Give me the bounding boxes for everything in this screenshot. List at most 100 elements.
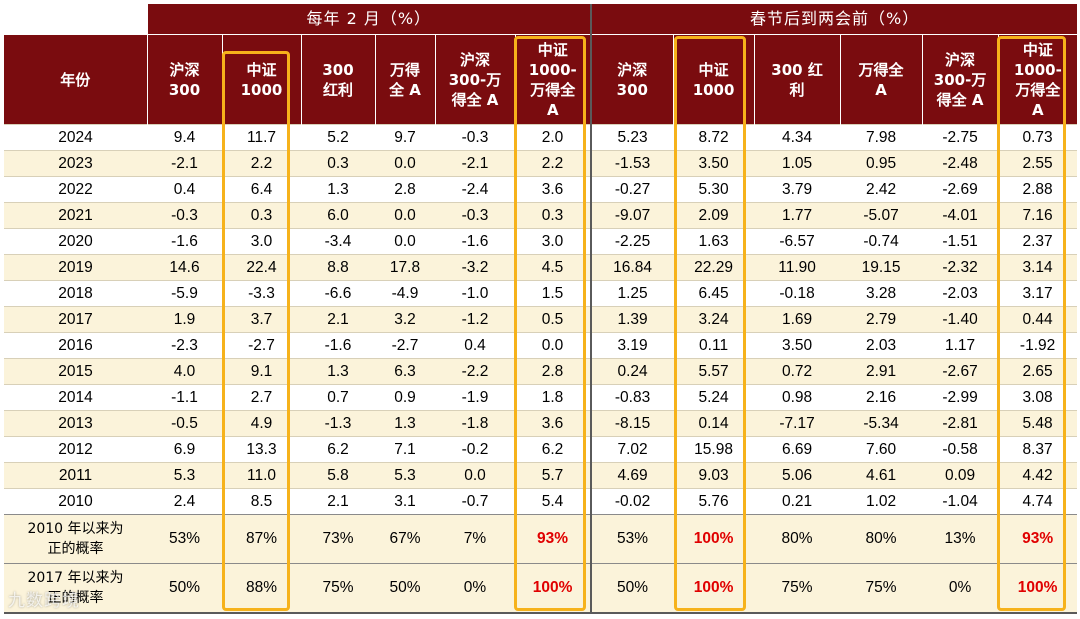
value-cell-feb: -1.2	[435, 306, 515, 333]
column-header-feb-3: 万得全 A	[374, 34, 435, 125]
table-row: 2015 4.0 9.1 1.3 6.3 -2.2 2.8 0.24 5.57 0.72 2.91-…	[4, 358, 1078, 385]
value-cell-spring: -4.01	[922, 202, 999, 229]
table-row: 2019 14.6 22.4 8.8 17.8 -3.2 4.5 16.84 22.29 11.9…	[4, 254, 1078, 281]
value-cell-feb: -3.4	[301, 228, 375, 255]
value-cell-spring: -5.07	[840, 202, 923, 229]
value-cell-feb: 8.8	[301, 254, 375, 281]
value-cell-spring: 1.25	[590, 280, 674, 307]
value-cell-spring: 6.45	[673, 280, 755, 307]
probability-cell-spring: 100%	[673, 514, 755, 564]
probability-cell-spring: 100%	[673, 563, 755, 613]
value-cell-spring: 0.21	[754, 488, 841, 515]
value-cell-feb: 2.7	[222, 384, 301, 411]
table-row: 2017 1.9 3.7 2.1 3.2 -1.2 0.5 1.39 3.24 1.69 2.79-…	[4, 306, 1078, 333]
value-cell-spring: 3.79	[754, 176, 841, 203]
value-cell-spring: 0.73	[998, 124, 1078, 151]
value-cell-feb: -0.7	[435, 488, 515, 515]
value-cell-feb: 0.0	[515, 332, 592, 359]
value-cell-spring: 4.34	[754, 124, 841, 151]
value-cell-feb: 6.0	[301, 202, 375, 229]
probability-cell-feb: 88%	[222, 563, 301, 613]
value-cell-feb: -6.6	[301, 280, 375, 307]
value-cell-spring: 2.09	[673, 202, 755, 229]
value-cell-spring: -2.75	[922, 124, 999, 151]
probability-cell-spring: 53%	[590, 514, 674, 564]
value-cell-feb: 1.3	[301, 358, 375, 385]
value-cell-feb: -2.2	[435, 358, 515, 385]
table-row: 2011 5.3 11.0 5.8 5.3 0.0 5.7 4.69 9.03 5.06 4.61 0…	[4, 462, 1078, 489]
value-cell-spring: -2.32	[922, 254, 999, 281]
value-cell-feb: 3.0	[222, 228, 301, 255]
value-cell-feb: 2.8	[375, 176, 435, 203]
value-cell-feb: 5.3	[147, 462, 222, 489]
value-cell-feb: -0.3	[435, 202, 515, 229]
value-cell-spring: 8.37	[998, 436, 1078, 463]
value-cell-feb: 3.2	[375, 306, 435, 333]
returns-table: 每年 2 月（%） 春节后到两会前（%） 年份 沪深 300 中证 1000 300 红利…	[4, 4, 1078, 614]
returns-table-figure: 每年 2 月（%） 春节后到两会前（%） 年份 沪深 300 中证 1000 300 红利…	[4, 4, 1078, 615]
value-cell-spring: -0.58	[922, 436, 999, 463]
value-cell-spring: 16.84	[590, 254, 674, 281]
year-cell: 2019	[4, 254, 147, 281]
value-cell-spring: 15.98	[673, 436, 755, 463]
value-cell-feb: 5.7	[515, 462, 592, 489]
value-cell-feb: -2.3	[147, 332, 222, 359]
value-cell-spring: 3.14	[998, 254, 1078, 281]
value-cell-spring: 5.76	[673, 488, 755, 515]
value-cell-spring: -1.92	[998, 332, 1078, 359]
value-cell-spring: 0.72	[754, 358, 841, 385]
value-cell-feb: 9.4	[147, 124, 222, 151]
value-cell-spring: 0.24	[590, 358, 674, 385]
value-cell-feb: -1.3	[301, 410, 375, 437]
value-cell-spring: 1.63	[673, 228, 755, 255]
value-cell-spring: 5.30	[673, 176, 755, 203]
value-cell-spring: 1.69	[754, 306, 841, 333]
value-cell-spring: 4.61	[840, 462, 923, 489]
value-cell-feb: -0.3	[435, 124, 515, 151]
year-cell: 2010	[4, 488, 147, 515]
value-cell-spring: 5.23	[590, 124, 674, 151]
value-cell-feb: 3.6	[515, 176, 592, 203]
value-cell-feb: 2.8	[515, 358, 592, 385]
value-cell-spring: 0.09	[922, 462, 999, 489]
year-cell: 2018	[4, 280, 147, 307]
value-cell-feb: 6.2	[515, 436, 592, 463]
value-cell-feb: 0.3	[301, 150, 375, 177]
year-cell: 2021	[4, 202, 147, 229]
year-cell: 2017	[4, 306, 147, 333]
value-cell-spring: 1.05	[754, 150, 841, 177]
column-header-spring-5: 中证 1000- 万得全 A	[997, 34, 1078, 125]
year-cell: 2015	[4, 358, 147, 385]
value-cell-feb: -2.4	[435, 176, 515, 203]
value-cell-feb: 0.3	[515, 202, 592, 229]
probability-cell-feb: 0%	[435, 563, 515, 613]
value-cell-spring: -0.74	[840, 228, 923, 255]
column-header-feb-0: 沪深 300	[146, 34, 222, 125]
value-cell-feb: 0.0	[375, 202, 435, 229]
probability-cell-spring: 100%	[998, 563, 1078, 613]
table-row: 2022 0.4 6.4 1.3 2.8 -2.4 3.6 -0.27 5.30 3.79 2.42…	[4, 176, 1078, 203]
value-cell-spring: -7.17	[754, 410, 841, 437]
value-cell-spring: 3.17	[998, 280, 1078, 307]
value-cell-spring: 1.39	[590, 306, 674, 333]
value-cell-feb: -0.3	[147, 202, 222, 229]
group-header-feb: 每年 2 月（%）	[146, 4, 592, 35]
value-cell-spring: 5.48	[998, 410, 1078, 437]
value-cell-spring: -1.53	[590, 150, 674, 177]
value-cell-spring: 5.06	[754, 462, 841, 489]
value-cell-feb: -1.8	[435, 410, 515, 437]
value-cell-feb: 4.9	[222, 410, 301, 437]
probability-cell-feb: 73%	[301, 514, 375, 564]
value-cell-feb: 0.7	[301, 384, 375, 411]
value-cell-spring: 3.28	[840, 280, 923, 307]
value-cell-feb: 11.7	[222, 124, 301, 151]
value-cell-spring: 1.02	[840, 488, 923, 515]
probability-cell-feb: 75%	[301, 563, 375, 613]
column-header-spring-4: 沪深 300-万 得全 A	[921, 34, 999, 125]
column-header-feb-1: 中证 1000	[221, 34, 301, 125]
year-cell: 2012	[4, 436, 147, 463]
value-cell-spring: -2.48	[922, 150, 999, 177]
value-cell-spring: 2.65	[998, 358, 1078, 385]
table-row: 2016 -2.3 -2.7 -1.6 -2.7 0.4 0.0 3.19 0.11 3.50 2.…	[4, 332, 1078, 359]
value-cell-spring: 2.79	[840, 306, 923, 333]
